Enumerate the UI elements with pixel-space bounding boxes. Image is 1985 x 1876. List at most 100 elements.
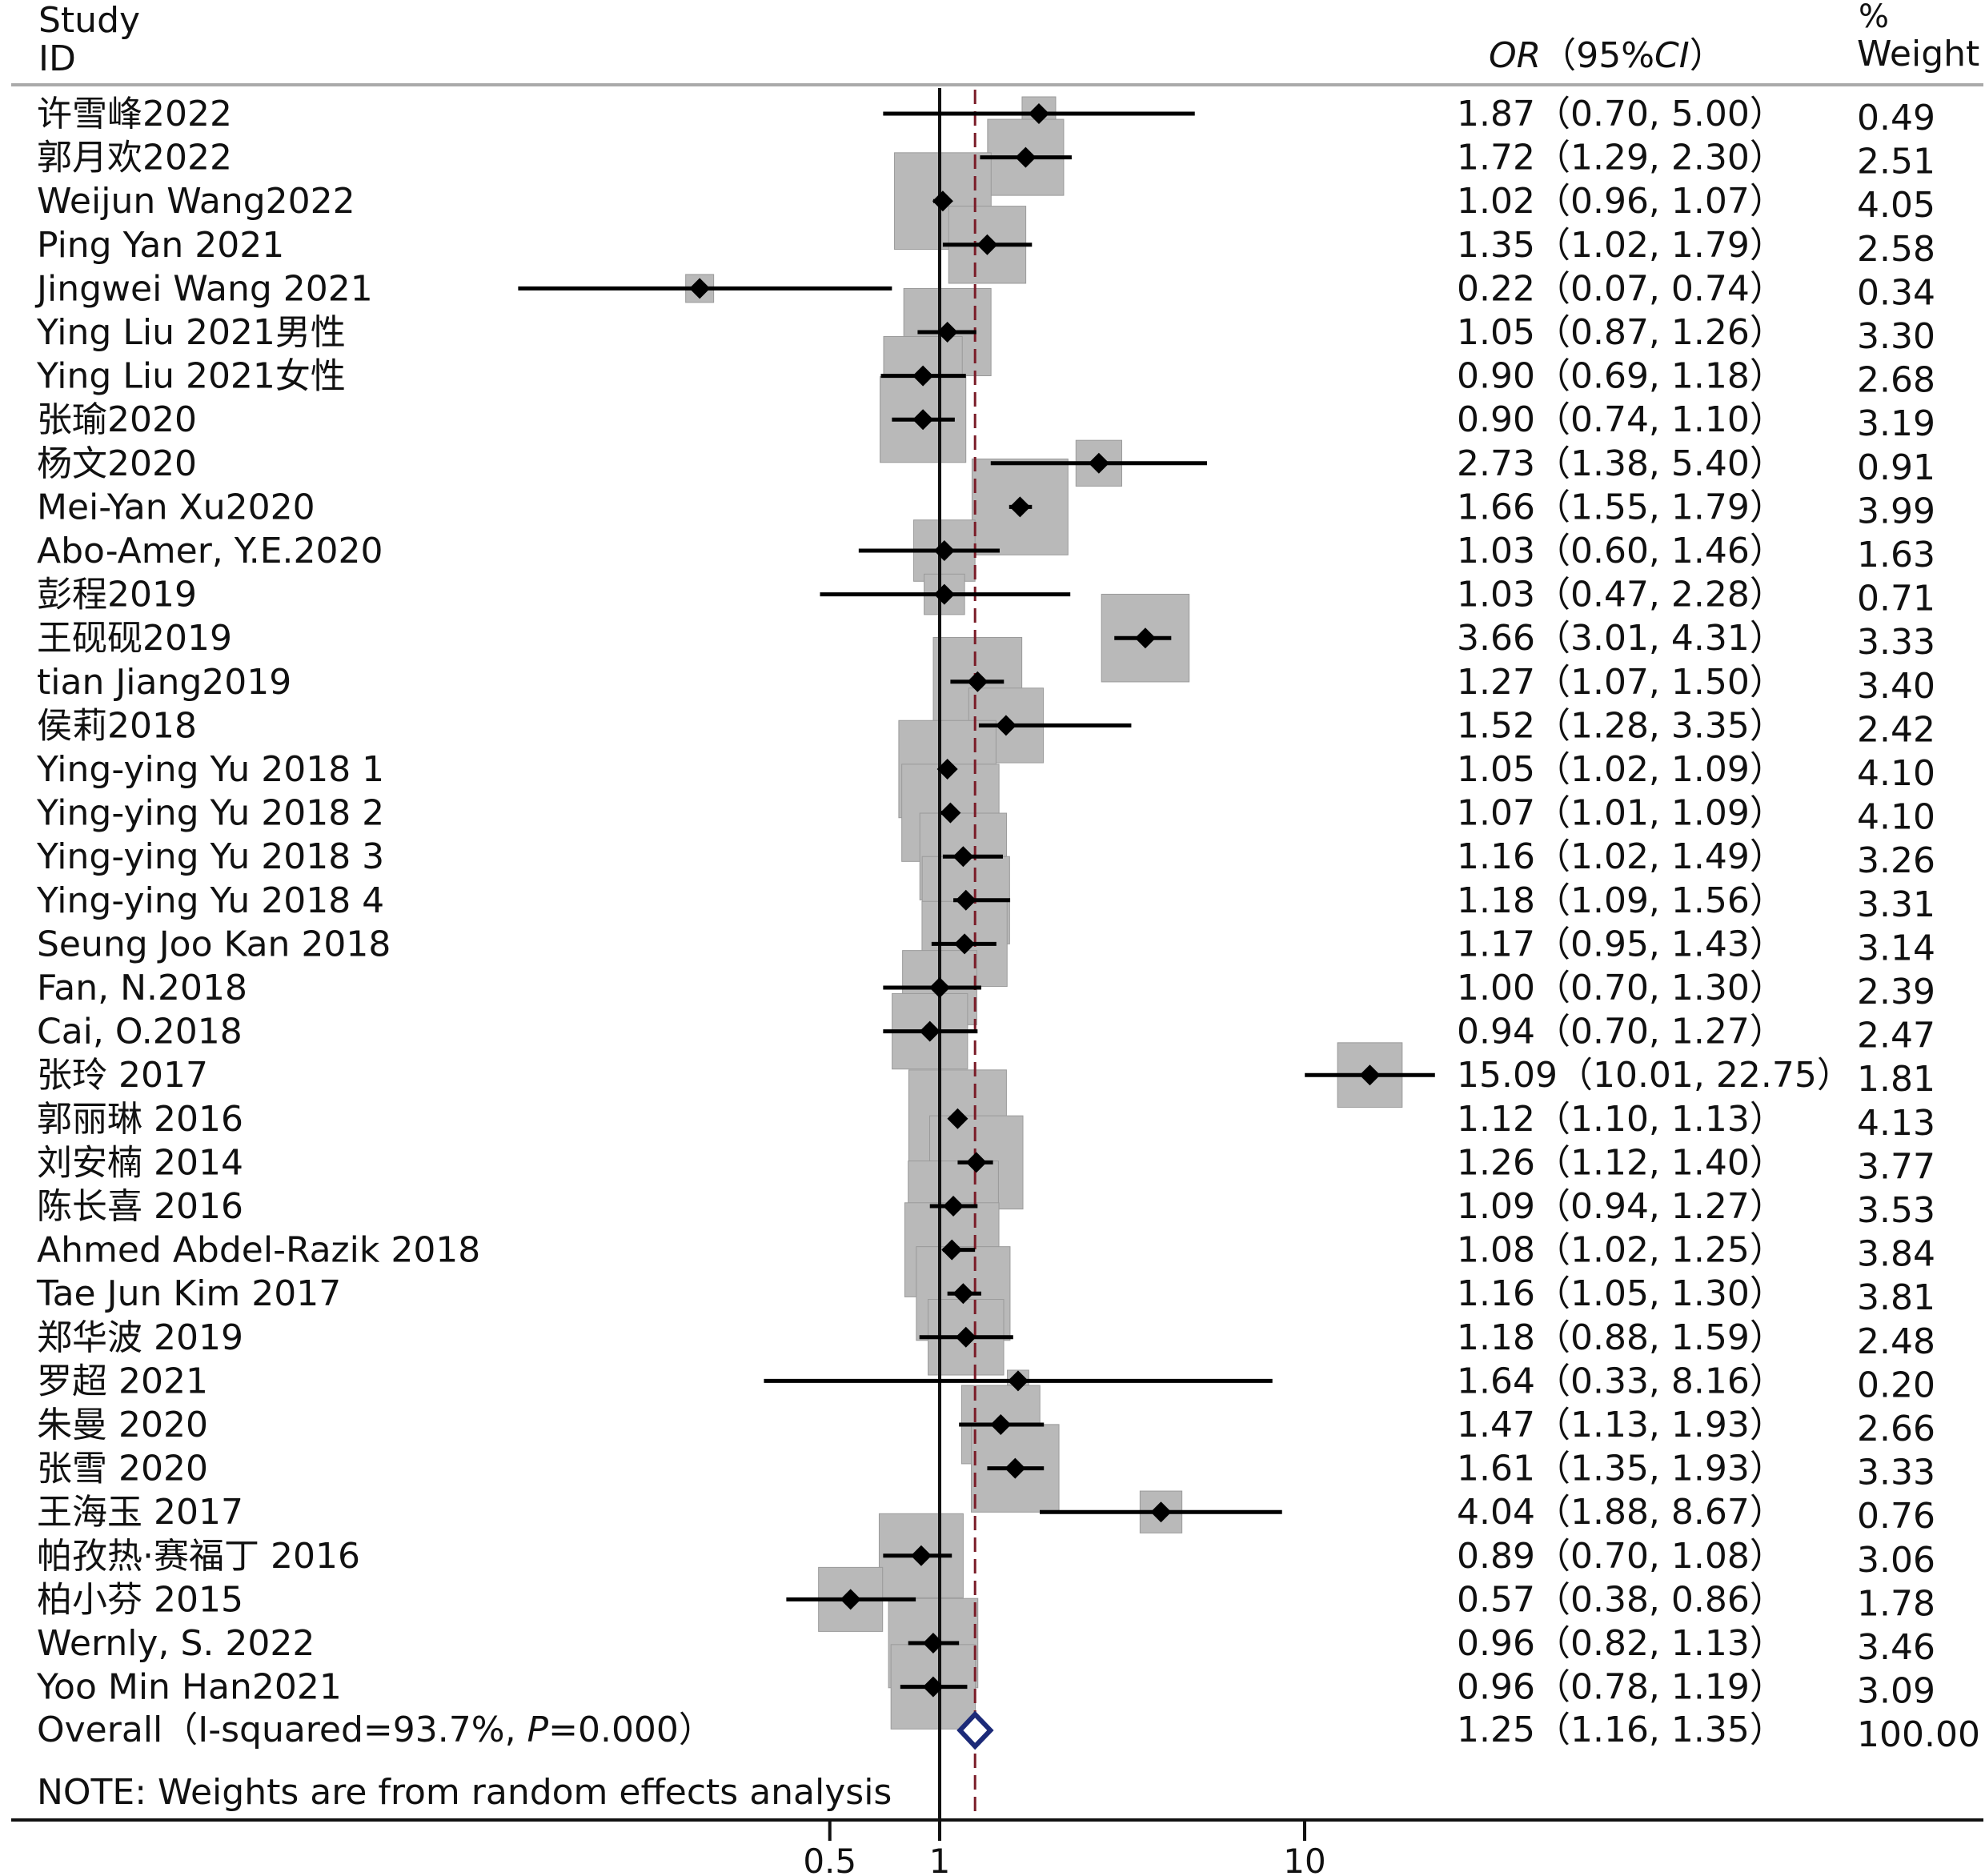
study-weight-value: 0.91 bbox=[1857, 447, 1935, 488]
point-estimate-marker bbox=[954, 933, 976, 955]
study-or-ci-value: 0.57（0.38, 0.86） bbox=[1457, 1579, 1785, 1620]
study-weight-value: 1.81 bbox=[1857, 1059, 1935, 1100]
study-weight-value: 0.20 bbox=[1857, 1365, 1935, 1405]
study-label: Ying-ying Yu 2018 3 bbox=[36, 836, 384, 877]
point-estimate-marker bbox=[922, 1633, 944, 1654]
study-weight-value: 1.63 bbox=[1857, 535, 1935, 575]
study-weight-value: 0.34 bbox=[1857, 272, 1935, 313]
study-or-ci-value: 1.52（1.28, 3.35） bbox=[1457, 705, 1785, 746]
study-label: 杨文2020 bbox=[37, 443, 197, 484]
study-weight-value: 3.19 bbox=[1857, 403, 1935, 444]
point-estimate-marker bbox=[1007, 1370, 1029, 1392]
ci-label-italic: CI bbox=[1654, 35, 1690, 76]
study-label: Mei-Yan Xu2020 bbox=[37, 487, 315, 527]
point-estimate-marker bbox=[912, 409, 934, 431]
study-or-ci-value: 1.26（1.12, 1.40） bbox=[1457, 1142, 1785, 1183]
study-label: Jingwei Wang 2021 bbox=[34, 268, 373, 309]
weight-percent-header: % bbox=[1859, 0, 1889, 35]
id-header: ID bbox=[38, 38, 76, 79]
study-or-ci-value: 1.16（1.05, 1.30） bbox=[1457, 1273, 1785, 1314]
study-or-ci-value: 1.18（1.09, 1.56） bbox=[1457, 880, 1785, 921]
weight-boxes bbox=[685, 96, 1403, 1730]
study-or-ci-value: 1.05（1.02, 1.09） bbox=[1457, 749, 1785, 790]
study-weight-value: 3.31 bbox=[1857, 884, 1935, 925]
ci-label-open: （95% bbox=[1541, 35, 1654, 76]
study-or-ci-value: 1.87（0.70, 5.00） bbox=[1457, 94, 1785, 134]
study-label: 王砚砚2019 bbox=[37, 618, 232, 659]
study-label: Abo-Amer, Y.E.2020 bbox=[37, 531, 383, 571]
study-label: Cai, O.2018 bbox=[37, 1012, 243, 1052]
study-or-ci-value: 1.07（1.01, 1.09） bbox=[1457, 793, 1785, 834]
study-or-ci-value: 1.05（0.87, 1.26） bbox=[1457, 312, 1785, 353]
study-weight-value: 3.46 bbox=[1857, 1627, 1935, 1668]
study-label: 郭丽琳 2016 bbox=[37, 1099, 243, 1140]
point-estimate-marker bbox=[965, 1152, 987, 1173]
point-estimate-marker bbox=[995, 715, 1017, 736]
study-label: 张瑜2020 bbox=[37, 399, 197, 440]
study-weight-value: 0.49 bbox=[1857, 98, 1935, 138]
or-label: OR bbox=[1489, 35, 1541, 76]
point-estimate-marker bbox=[941, 1239, 963, 1261]
overall-diamond bbox=[956, 1710, 994, 1750]
weight-values: 0.492.514.052.580.343.302.683.190.913.99… bbox=[1857, 98, 1935, 1712]
study-label: Ping Yan 2021 bbox=[37, 225, 284, 266]
point-estimate-marker bbox=[919, 1020, 940, 1042]
study-weight-value: 3.53 bbox=[1857, 1190, 1935, 1231]
study-or-ci-value: 1.02（0.96, 1.07） bbox=[1457, 181, 1785, 222]
study-label: 朱曼 2020 bbox=[37, 1405, 208, 1445]
study-weight-value: 4.05 bbox=[1857, 185, 1935, 226]
x-axis: 0.5 1 10 bbox=[11, 1818, 1983, 1876]
point-estimate-marker bbox=[936, 759, 958, 780]
point-estimate-marker bbox=[932, 190, 953, 212]
study-label: 郑华波 2019 bbox=[37, 1317, 243, 1358]
point-estimate-marker bbox=[1028, 103, 1049, 124]
study-label: 帕孜热·赛福丁 2016 bbox=[37, 1536, 360, 1577]
study-weight-value: 3.77 bbox=[1857, 1146, 1935, 1187]
confidence-intervals bbox=[518, 103, 1435, 1698]
study-weight-value: 2.42 bbox=[1857, 709, 1935, 750]
study-or-ci-value: 1.00（0.70, 1.30） bbox=[1457, 968, 1785, 1008]
study-weight-value: 3.99 bbox=[1857, 491, 1935, 531]
study-or-ci-value: 0.89（0.70, 1.08） bbox=[1457, 1536, 1785, 1577]
point-estimate-marker bbox=[922, 1676, 944, 1698]
point-estimate-marker bbox=[933, 583, 955, 605]
study-label: Ying Liu 2021男性 bbox=[36, 312, 346, 353]
study-or-ci-value: 1.47（1.13, 1.93） bbox=[1457, 1405, 1785, 1445]
study-weight-value: 4.13 bbox=[1857, 1103, 1935, 1144]
point-estimate-marker bbox=[1134, 627, 1156, 649]
study-weight-value: 3.26 bbox=[1857, 840, 1935, 881]
study-weight-value: 3.84 bbox=[1857, 1234, 1935, 1275]
study-or-ci-value: 1.03（0.47, 2.28） bbox=[1457, 575, 1785, 615]
point-estimate-marker bbox=[840, 1589, 861, 1610]
study-weight-value: 2.48 bbox=[1857, 1321, 1935, 1362]
point-estimate-marker bbox=[1015, 146, 1037, 168]
study-or-ci-value: 1.16（1.02, 1.49） bbox=[1457, 836, 1785, 877]
note: NOTE: Weights are from random effects an… bbox=[37, 1772, 892, 1813]
study-or-ci-value: 1.03（0.60, 1.46） bbox=[1457, 531, 1785, 571]
study-or-ci-value: 0.94（0.70, 1.27） bbox=[1457, 1012, 1785, 1052]
study-or-ci-value: 0.96（0.78, 1.19） bbox=[1457, 1667, 1785, 1708]
study-label: Ying-ying Yu 2018 2 bbox=[36, 793, 384, 834]
overall-value: 1.25（1.16, 1.35） bbox=[1457, 1710, 1785, 1750]
study-weight-value: 0.76 bbox=[1857, 1496, 1935, 1537]
study-or-ci-value: 1.64（0.33, 8.16） bbox=[1457, 1361, 1785, 1401]
x-tick-label: 1 bbox=[929, 1842, 951, 1876]
point-estimate-marker bbox=[929, 977, 950, 998]
study-weight-value: 3.06 bbox=[1857, 1540, 1935, 1581]
point-estimate-marker bbox=[990, 1414, 1012, 1435]
study-weight-value: 2.39 bbox=[1857, 972, 1935, 1012]
study-or-ci-value: 15.09（10.01, 22.75） bbox=[1457, 1055, 1852, 1096]
study-label: 罗超 2021 bbox=[37, 1361, 208, 1401]
study-weight-value: 3.40 bbox=[1857, 666, 1935, 707]
point-estimate-marker bbox=[955, 1326, 976, 1348]
overall-label-prefix: Overall（I-squared=93.7%, bbox=[37, 1710, 527, 1750]
x-tick-label: 0.5 bbox=[803, 1842, 856, 1876]
study-weight-value: 4.10 bbox=[1857, 797, 1935, 838]
overall-label-suffix: =0.000） bbox=[548, 1710, 714, 1750]
point-estimate-marker bbox=[1088, 452, 1109, 474]
study-or-ci-value: 0.96（0.82, 1.13） bbox=[1457, 1623, 1785, 1664]
study-or-ci-value: 1.18（0.88, 1.59） bbox=[1457, 1317, 1785, 1358]
point-estimate-marker bbox=[952, 1283, 974, 1305]
